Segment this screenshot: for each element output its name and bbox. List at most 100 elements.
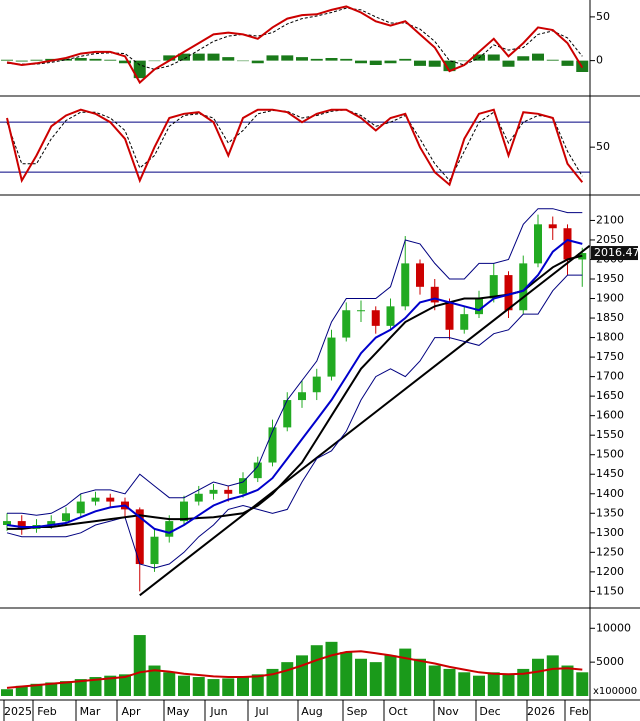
candle-body (534, 224, 542, 264)
bar (266, 55, 279, 61)
y-tick-label: 2050 (596, 233, 624, 246)
y-tick-label: 1800 (596, 331, 624, 344)
y-tick-label: 10000 (596, 621, 631, 634)
candle-body (194, 493, 203, 502)
candle-body (91, 497, 100, 502)
bar (502, 674, 515, 696)
bar (251, 60, 264, 64)
bar (119, 674, 131, 696)
series-line (6, 108, 584, 187)
y-tick-label: 1150 (596, 584, 624, 597)
bar (237, 60, 249, 62)
candle-body (283, 400, 292, 428)
candle-body (135, 509, 144, 565)
bar (74, 679, 87, 696)
bar (502, 60, 515, 67)
candle-body (209, 489, 218, 494)
last-price-label: 2016.47 (594, 246, 640, 259)
bar (148, 60, 161, 62)
trend-line (139, 245, 591, 597)
candle-body (357, 310, 365, 312)
bar (207, 53, 220, 61)
bar (178, 675, 190, 696)
y-tick-label: 1750 (596, 350, 624, 363)
x-tick-label: Aug (301, 705, 322, 718)
y-tick-label: 1500 (596, 448, 624, 461)
candle-body (62, 513, 70, 522)
bar (119, 60, 131, 64)
y-tick-label: 1450 (596, 467, 624, 480)
y-tick-label: 5000 (596, 655, 624, 668)
y-tick-label: 1850 (596, 311, 624, 324)
candle-body (150, 536, 159, 565)
candle-body (489, 275, 498, 299)
bar (399, 648, 412, 696)
y-tick-label: 2100 (596, 213, 624, 226)
bar (60, 681, 72, 696)
y-tick-label: 1200 (596, 565, 624, 578)
x-tick-label: Mar (80, 705, 101, 718)
bar (15, 60, 28, 62)
bar (458, 60, 471, 62)
bar (148, 665, 161, 696)
bar (325, 641, 338, 696)
bar (487, 54, 500, 61)
x-tick-label: Apr (121, 705, 141, 718)
bar (133, 60, 146, 79)
candle-body (504, 275, 513, 311)
x-tick-label: May (167, 705, 190, 718)
bar (207, 679, 220, 696)
series-line (6, 238, 583, 534)
x-tick-label: Nov (437, 705, 459, 718)
bar (60, 58, 72, 61)
candle-body (239, 478, 247, 494)
bar (192, 53, 205, 61)
bar (340, 651, 353, 696)
series-line (7, 254, 583, 530)
candle-body (327, 337, 336, 377)
bar (296, 655, 308, 696)
y-tick-label: 1400 (596, 487, 624, 500)
x-tick-label: Oct (388, 705, 408, 718)
candle-body (253, 462, 262, 479)
bar (384, 60, 397, 64)
bar (443, 60, 456, 72)
bar (163, 55, 176, 61)
bar (561, 60, 574, 66)
bar (1, 59, 13, 61)
bar (532, 53, 544, 61)
bar (546, 59, 559, 61)
candle-body (460, 314, 469, 330)
y-tick-label: 0 (596, 54, 603, 67)
candle-body (106, 497, 115, 502)
candle-body (519, 263, 528, 311)
bar (74, 58, 87, 61)
y-tick-label: 1700 (596, 370, 624, 383)
bar (325, 58, 338, 61)
last-price-box (591, 246, 638, 261)
bar (178, 53, 190, 61)
bar (576, 672, 589, 696)
bar (45, 682, 58, 696)
bar (355, 658, 367, 696)
series-line (6, 7, 583, 70)
bar (517, 56, 530, 61)
bar (30, 683, 43, 696)
candle-body (298, 392, 306, 401)
candle-body (76, 501, 85, 514)
candle-body (445, 302, 454, 330)
bar (104, 675, 117, 696)
candle-body (563, 228, 572, 260)
y-tick-label: 1650 (596, 389, 624, 402)
bar (310, 58, 323, 61)
bar (192, 677, 205, 696)
candle-body (401, 263, 410, 307)
bar (473, 675, 485, 696)
candle-body (268, 427, 277, 463)
x-tick-label: 2025 (4, 705, 32, 718)
series-line (6, 109, 583, 182)
x-tick-label: Feb (569, 705, 588, 718)
candle-body (3, 521, 11, 525)
y-tick-label: 1900 (596, 292, 624, 305)
